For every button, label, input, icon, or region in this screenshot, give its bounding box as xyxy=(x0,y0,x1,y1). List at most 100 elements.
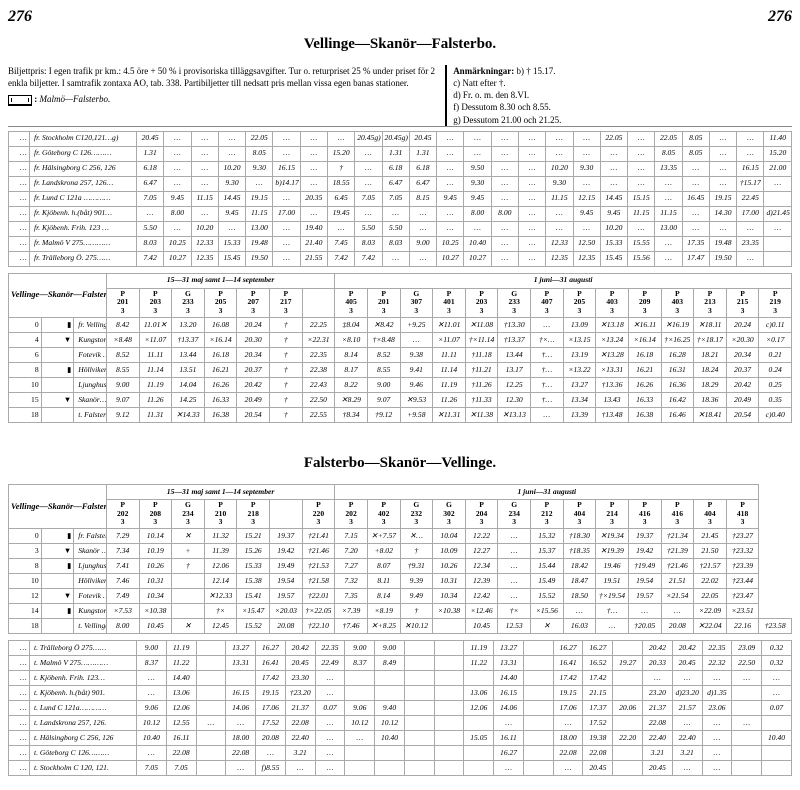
remark-b: b) † 15.17. xyxy=(516,66,555,76)
remark-g: g) Dessutom 21.00 och 21.25. xyxy=(453,115,561,125)
conn-station: t. Kjöbenh. h.(båt) 901. xyxy=(30,686,137,701)
rail-note: Malmö—Falsterbo. xyxy=(40,94,111,104)
train-label: P4033 xyxy=(596,288,629,317)
train-label: P2093 xyxy=(628,288,661,317)
train-label: P2053 xyxy=(204,288,237,317)
train-label: G3073 xyxy=(400,288,433,317)
train-label: P2183 xyxy=(237,499,270,528)
train-label: P2123 xyxy=(531,499,564,528)
period-b-1: 1 juni—31 augusti xyxy=(335,273,792,288)
station-name: Fotevik ………… xyxy=(74,589,107,604)
station-name: t. Vellinge………… xyxy=(74,619,107,634)
train-label: P4053 xyxy=(335,288,368,317)
main-timetable-1: Vellinge—Skanör—Falsterbo järnv., Malmö,… xyxy=(8,273,792,423)
train-label: G2343 xyxy=(498,499,531,528)
remark-d: d) Fr. o. m. den 8.VI. xyxy=(453,90,529,100)
station-marker xyxy=(41,347,74,362)
train-label: P2013 xyxy=(106,288,139,317)
station-name: Skanör………… xyxy=(74,392,107,407)
train-label: G2333 xyxy=(172,288,205,317)
train-label: G2343 xyxy=(172,499,205,528)
station-marker: ▼ xyxy=(41,392,74,407)
train-label: P4043 xyxy=(563,499,596,528)
remark-f: f) Dessutom 8.30 och 8.55. xyxy=(453,102,551,112)
page-number-left: 276 xyxy=(8,8,32,26)
station-name: fr. Vellinge ………… xyxy=(74,317,107,332)
train-label: P2133 xyxy=(694,288,727,317)
station-name: Skanör ………… xyxy=(74,544,107,559)
train-label: P2033 xyxy=(465,288,498,317)
main-timetable-2: Vellinge—Skanör—Falsterbo järnv., Malmö,… xyxy=(8,484,792,634)
connections-table-2: …t. Trälleborg Ö 275……9.0011.1913.2716.2… xyxy=(8,640,792,776)
connections-table-1: …fr. Stockholm C120,121…g)20.45………22.05…… xyxy=(8,131,792,267)
conn-station: t. Trälleborg Ö 275…… xyxy=(30,641,137,656)
route1-title: Vellinge—Skanör—Falsterbo. xyxy=(8,36,792,53)
remark-c: c) Natt efter †. xyxy=(453,78,505,88)
remarks-title: Anmärkningar: xyxy=(453,66,514,76)
train-label: P2173 xyxy=(270,288,303,317)
train-label: P2013 xyxy=(367,288,400,317)
train-label: P4073 xyxy=(531,288,564,317)
train-label: P2203 xyxy=(302,499,335,528)
train-label: P2023 xyxy=(335,499,368,528)
station-marker xyxy=(41,377,74,392)
station-marker: ▮ xyxy=(41,362,74,377)
ticket-info: Biljettpris: I egen trafik pr km.: 4.5 ö… xyxy=(8,65,439,89)
train-label: P2053 xyxy=(563,288,596,317)
train-label: P2043 xyxy=(465,499,498,528)
train-label: P4183 xyxy=(726,499,759,528)
station-marker: ▼ xyxy=(41,589,74,604)
info-row: Biljettpris: I egen trafik pr km.: 4.5 ö… xyxy=(8,65,792,127)
conn-station: fr. Landskrona 257, 126… xyxy=(30,176,137,191)
subhead2: Vellinge—Skanör—Falsterbo järnv., Malmö,… xyxy=(9,484,107,528)
station-name: Kungstorp ……… xyxy=(74,604,107,619)
train-label: P2103 xyxy=(204,499,237,528)
train-label: P2143 xyxy=(596,499,629,528)
train-label: P2023 xyxy=(106,499,139,528)
station-name: Höllviken ……… xyxy=(74,362,107,377)
conn-station: t. Malmö V 275………… xyxy=(30,656,137,671)
train-label: P2073 xyxy=(237,288,270,317)
conn-station: t. Stockholm C 120, 121. xyxy=(30,761,137,776)
subhead1: Vellinge—Skanör—Falsterbo järnv., Malmö,… xyxy=(9,273,107,317)
station-marker xyxy=(41,619,74,634)
page-number-right: 276 xyxy=(768,8,792,26)
conn-station: fr. Stockholm C120,121…g) xyxy=(30,131,137,146)
train-label: G2333 xyxy=(498,288,531,317)
conn-station: fr. Kjöbenh. Frih. 123 … xyxy=(30,221,137,236)
station-marker xyxy=(41,407,74,422)
station-marker: ▮ xyxy=(41,317,74,332)
station-name: fr. Falsterbo ……… xyxy=(74,529,107,544)
train-label: P4043 xyxy=(694,499,727,528)
conn-station: fr. Trälleborg Ö. 275…… xyxy=(30,251,137,266)
train-label xyxy=(270,499,303,528)
train-label: P2193 xyxy=(759,288,792,317)
station-name: Ljunghusen……… xyxy=(74,377,107,392)
train-label: P4013 xyxy=(433,288,466,317)
conn-station: t. Landskrona 257, 126. xyxy=(30,716,137,731)
conn-station: fr. Lund C 121a ………… xyxy=(30,191,137,206)
station-marker: ▮ xyxy=(41,529,74,544)
train-label: G3023 xyxy=(433,499,466,528)
train-label: P2083 xyxy=(139,499,172,528)
station-marker: ▼ xyxy=(41,332,74,347)
train-label: P4163 xyxy=(661,499,694,528)
station-name: Kungstorp ……… xyxy=(74,332,107,347)
train-label: P2033 xyxy=(139,288,172,317)
train-label: G2323 xyxy=(400,499,433,528)
train-label: P2153 xyxy=(726,288,759,317)
conn-station: t. Göteborg C 126……… xyxy=(30,746,137,761)
conn-station: fr. Malmö V 275………… xyxy=(30,236,137,251)
conn-station: t. Hälsingborg C 256, 126 xyxy=(30,731,137,746)
conn-station: fr. Hälsingborg C 256, 126 xyxy=(30,161,137,176)
period-a-1: 15—31 maj samt 1—14 september xyxy=(106,273,334,288)
route2-title: Falsterbo—Skanör—Vellinge. xyxy=(8,455,792,472)
train-label: P4023 xyxy=(367,499,400,528)
train-label: P4163 xyxy=(628,499,661,528)
station-name: t. Falsterbo ……… xyxy=(74,407,107,422)
conn-station: fr. Göteborg C 126……… xyxy=(30,146,137,161)
conn-station: t. Kjöbenh. Frih. 123… xyxy=(30,671,137,686)
period-a-2: 15—31 maj samt 1—14 september xyxy=(106,484,334,499)
conn-station: t. Lund C 121a………… xyxy=(30,701,137,716)
conn-station: fr. Kjöbenh. h.(båt) 901… xyxy=(30,206,137,221)
